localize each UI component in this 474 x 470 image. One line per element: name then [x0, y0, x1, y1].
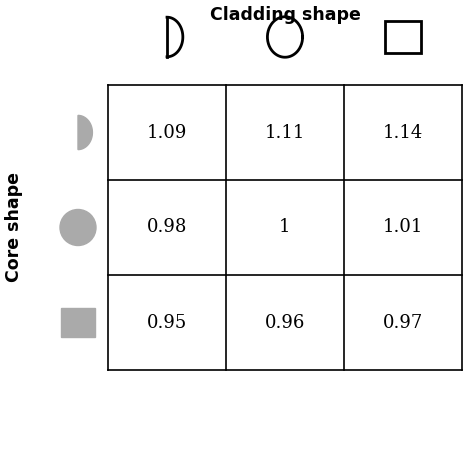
Text: 0.97: 0.97	[383, 313, 423, 331]
Text: 0.96: 0.96	[265, 313, 305, 331]
Text: 1.14: 1.14	[383, 124, 423, 141]
Text: 1.09: 1.09	[147, 124, 187, 141]
Text: 0.95: 0.95	[147, 313, 187, 331]
Text: 1.11: 1.11	[265, 124, 305, 141]
Text: 1.01: 1.01	[383, 219, 423, 236]
Text: 0.98: 0.98	[147, 219, 187, 236]
Text: Cladding shape: Cladding shape	[210, 6, 360, 24]
Circle shape	[60, 210, 96, 245]
Text: Core shape: Core shape	[5, 172, 23, 282]
Bar	[61, 308, 95, 337]
Text: 1: 1	[279, 219, 291, 236]
Polygon shape	[78, 116, 92, 149]
Bar	[385, 21, 421, 53]
